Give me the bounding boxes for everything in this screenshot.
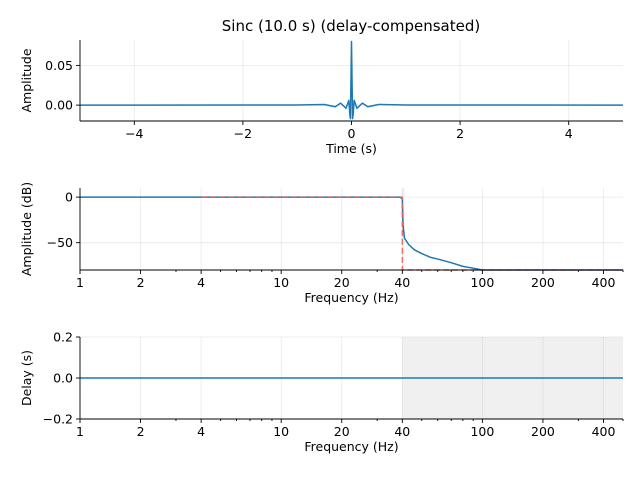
- x-tick-label: 4: [197, 424, 205, 439]
- x-tick-label: 40: [394, 424, 410, 439]
- y-tick-label: −0.2: [43, 412, 73, 427]
- x-tick-label: 10: [273, 424, 289, 439]
- x-tick-label: −4: [125, 126, 143, 141]
- x-tick-label: 20: [334, 424, 350, 439]
- y-axis-label: Amplitude (dB): [19, 182, 34, 276]
- x-axis-label: Time (s): [325, 141, 377, 156]
- y-tick-label: 0: [65, 190, 73, 205]
- x-tick-label: 400: [592, 275, 616, 290]
- x-axis-label: Frequency (Hz): [304, 290, 398, 305]
- x-tick-label: 4: [565, 126, 573, 141]
- x-tick-label: 200: [531, 275, 555, 290]
- series-line-1: [80, 196, 623, 271]
- x-tick-label: 10: [273, 275, 289, 290]
- series-line-2: [201, 196, 623, 271]
- y-tick-label: 0.0: [53, 371, 73, 386]
- y-tick-label: −50: [47, 235, 73, 250]
- panel-3: 1 2 4 10 20 40 100 200 400 0.2 0.0 −0.2 Frequency (H…: [19, 330, 624, 454]
- x-tick-label: 1: [76, 275, 84, 290]
- x-tick-label: 20: [334, 275, 350, 290]
- panel-2: 1 2 4 10 20 40 100 200 400 0 −50 Frequency (Hz) Ampl…: [19, 182, 624, 305]
- y-tick-label: 0.05: [45, 58, 73, 73]
- x-tick-label: 200: [531, 424, 555, 439]
- x-tick-label: 2: [137, 275, 145, 290]
- x-tick-label: 1: [76, 424, 84, 439]
- x-tick-label: 4: [197, 275, 205, 290]
- y-axis-label: Delay (s): [19, 350, 34, 406]
- series-line-1: [79, 40, 624, 120]
- x-tick-label: 400: [592, 424, 616, 439]
- y-tick-label: 0.2: [53, 330, 73, 345]
- chart-title: Sinc (10.0 s) (delay-compensated): [222, 17, 480, 35]
- x-tick-label: 100: [470, 424, 494, 439]
- y-tick-label: 0.00: [45, 98, 73, 113]
- x-axis-label: Frequency (Hz): [304, 439, 398, 454]
- x-tick-label: 40: [394, 275, 410, 290]
- panel-1: −4 −2 0 2 4 0.00 0.05 Time (s) Amplitude: [19, 40, 624, 156]
- x-tick-label: 0: [348, 126, 356, 141]
- y-axis-label: Amplitude: [19, 48, 34, 112]
- x-tick-label: −2: [234, 126, 252, 141]
- x-tick-label: 2: [137, 424, 145, 439]
- x-tick-label: 2: [456, 126, 464, 141]
- x-tick-label: 100: [470, 275, 494, 290]
